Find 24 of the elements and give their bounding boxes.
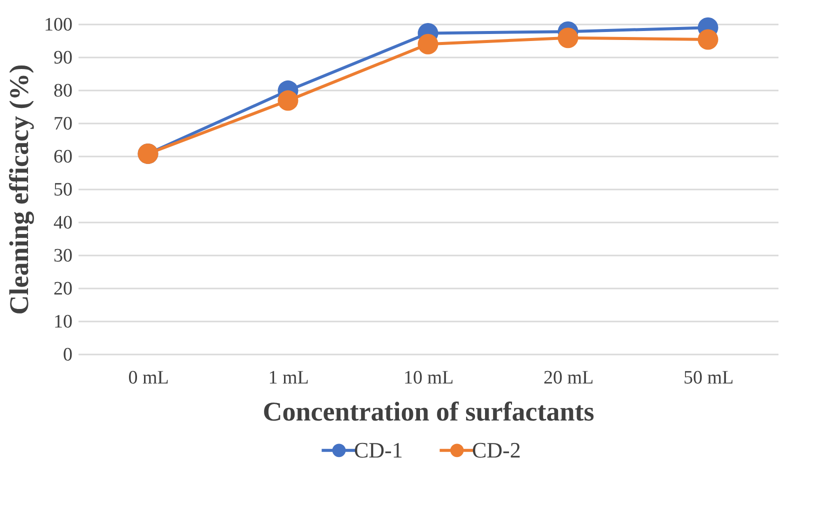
point (558, 28, 578, 48)
y-tick-label: 40 (54, 212, 72, 234)
y-tick-label: 30 (54, 246, 72, 266)
y-tick-label: 60 (54, 146, 72, 168)
y-tick-label: 10 (54, 312, 72, 332)
x-tick-label: 1 mL (268, 368, 309, 388)
y-tick-label: 90 (54, 48, 72, 68)
point (278, 90, 298, 111)
y-tick-label: 80 (54, 80, 72, 102)
x-tick-label: 20 mL (543, 368, 594, 388)
y-tick-label: 50 (54, 180, 72, 200)
point (418, 34, 438, 54)
y-axis-title: Cleaning efficacy (%) (4, 64, 34, 315)
y-tick-label: 70 (54, 114, 72, 134)
legend-label: CD-1 (354, 437, 403, 462)
legend-label: CD-2 (472, 437, 521, 462)
x-axis-title: Concentration of surfactants (262, 396, 594, 426)
x-tick-label: 0 mL (128, 368, 169, 388)
x-tick-label: 50 mL (683, 368, 734, 388)
x-tick-label: 10 mL (403, 368, 454, 388)
y-tick-label: 100 (44, 14, 72, 36)
y-tick-label: 0 (63, 344, 72, 366)
point (698, 29, 718, 50)
y-tick-label: 20 (54, 278, 72, 300)
